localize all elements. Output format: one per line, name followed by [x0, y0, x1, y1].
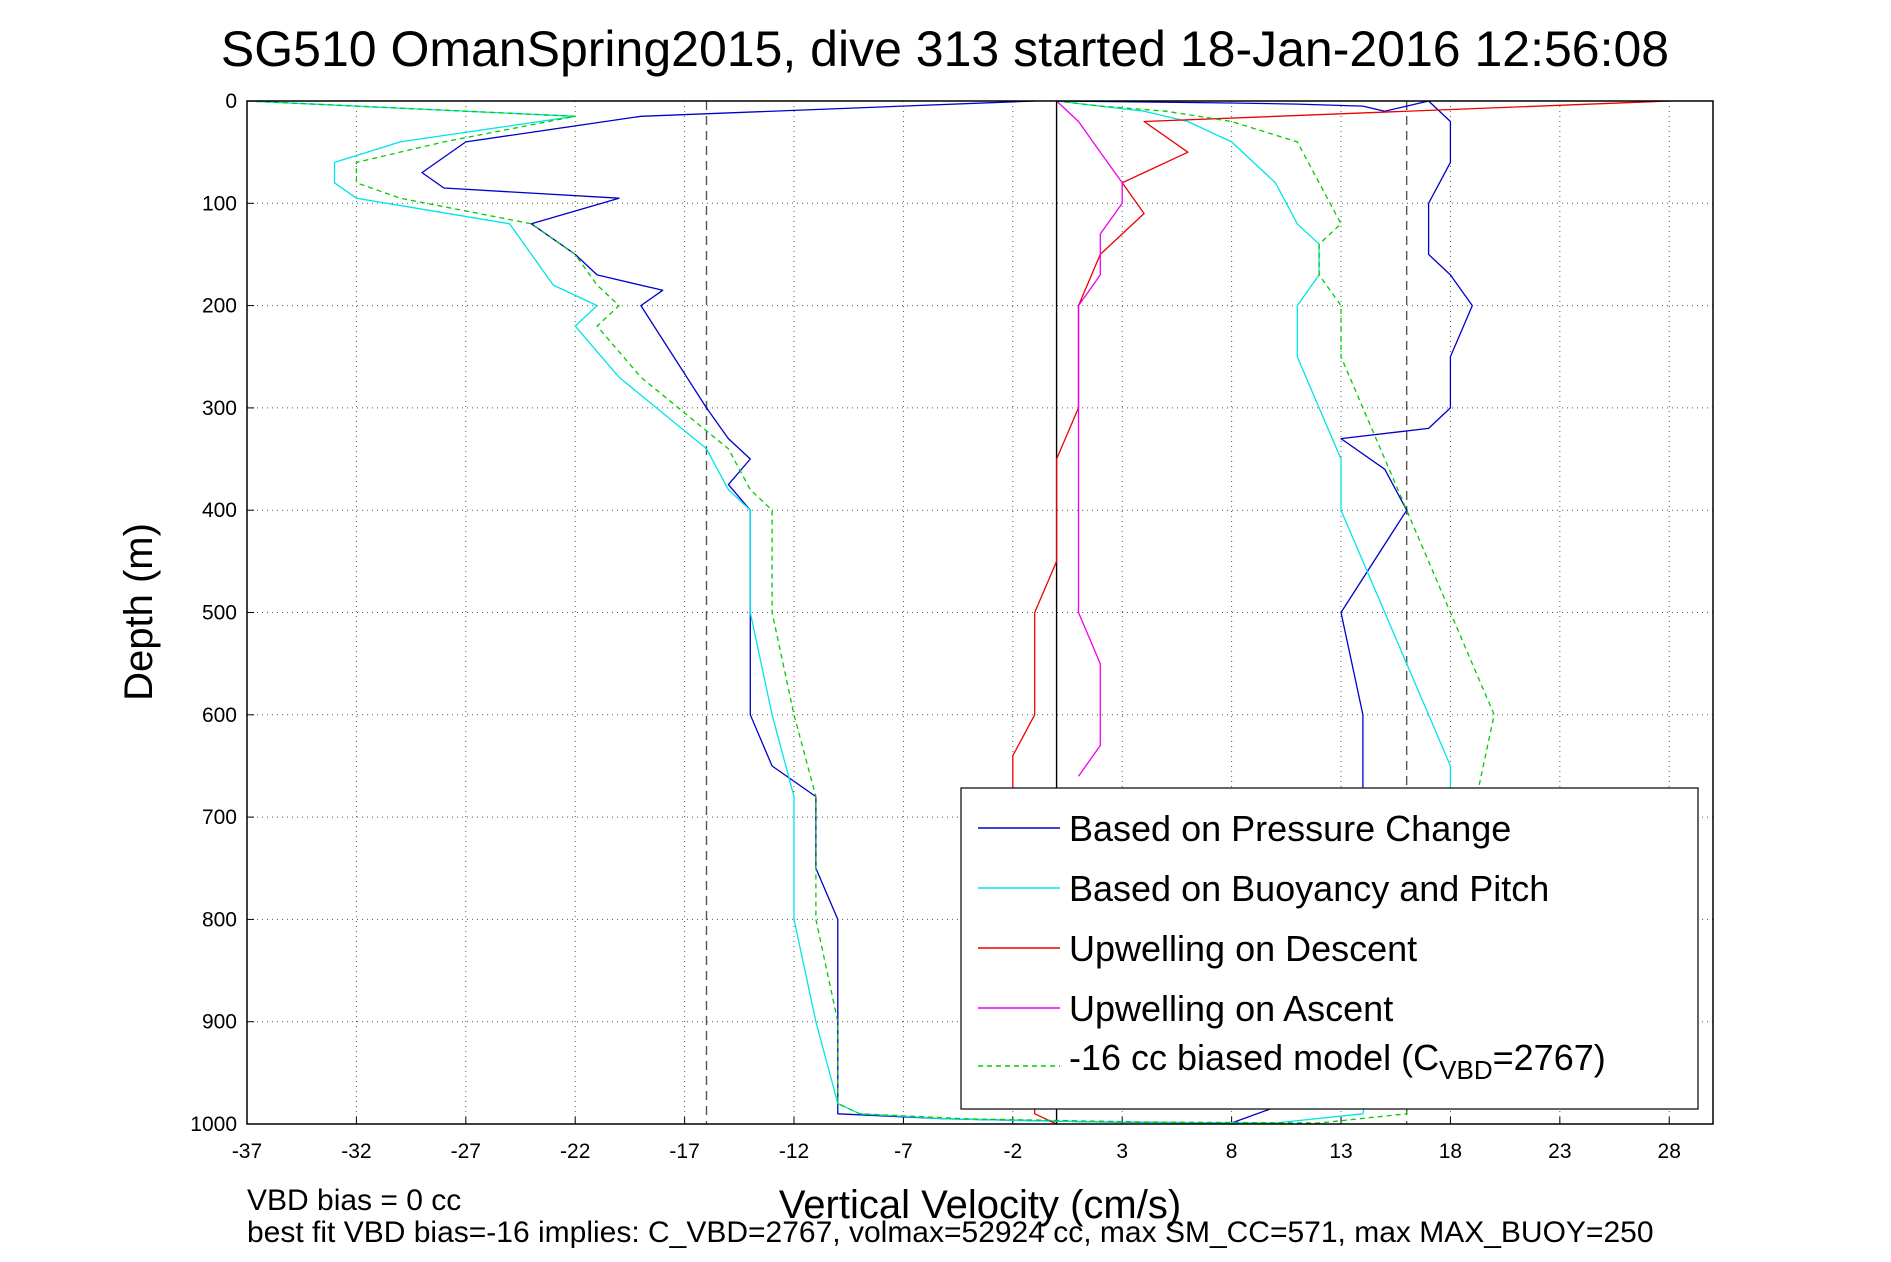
- x-axis-ticks: -37 -32 -27 -22 -17 -12 -7 -2 3 8 13 18 23 28: [232, 1117, 1681, 1163]
- x-tick-label: -7: [894, 1140, 913, 1163]
- x-tick-label: 28: [1658, 1140, 1681, 1163]
- x-tick-label: -27: [451, 1140, 481, 1163]
- y-axis-label: Depth (m): [117, 523, 161, 701]
- footer-line-2: best fit VBD bias=-16 implies: C_VBD=276…: [247, 1216, 1654, 1249]
- x-tick-label: 23: [1548, 1140, 1571, 1163]
- plot-frame: [246, 100, 1714, 1125]
- legend-label-model: -16 cc biased model (CVBD=2767): [1069, 1037, 1606, 1085]
- y-axis-ticks: 0 100 200 300 400 500 600 700 800 900 1000: [190, 90, 254, 1136]
- x-tick-label: -2: [1003, 1140, 1022, 1163]
- legend-label-descent: Upwelling on Descent: [1069, 928, 1417, 969]
- series-line-4: [246, 100, 1495, 1124]
- y-tick-label: 600: [202, 704, 237, 727]
- grid: [247, 101, 1713, 1124]
- legend-label-model-main: -16 cc biased model (C: [1069, 1037, 1439, 1078]
- x-axis-label: Vertical Velocity (cm/s): [779, 1183, 1181, 1227]
- y-tick-label: 100: [202, 192, 237, 215]
- x-tick-label: 3: [1116, 1140, 1128, 1163]
- y-tick-label: 300: [202, 397, 237, 420]
- legend-label-model-subscript: VBD: [1439, 1055, 1492, 1085]
- x-tick-label: -22: [560, 1140, 590, 1163]
- x-tick-label: -12: [779, 1140, 809, 1163]
- y-tick-label: 0: [225, 90, 237, 113]
- x-tick-label: 13: [1329, 1140, 1352, 1163]
- series-line-3: [1056, 100, 1123, 777]
- legend: Based on Pressure Change Based on Buoyan…: [960, 787, 1699, 1110]
- y-tick-label: 900: [202, 1011, 237, 1034]
- chart-title: SG510 OmanSpring2015, dive 313 started 1…: [221, 21, 1669, 77]
- legend-label-buoyancy: Based on Buoyancy and Pitch: [1069, 868, 1549, 909]
- y-tick-label: 500: [202, 602, 237, 625]
- y-tick-label: 700: [202, 806, 237, 829]
- y-tick-label: 800: [202, 908, 237, 931]
- x-tick-label: -32: [341, 1140, 371, 1163]
- y-tick-label: 400: [202, 499, 237, 522]
- footer-line-1: VBD bias = 0 cc: [247, 1184, 461, 1217]
- x-tick-label: -37: [232, 1140, 262, 1163]
- x-tick-label: 18: [1439, 1140, 1462, 1163]
- legend-box: [960, 787, 1699, 1110]
- legend-label-model-suffix: =2767): [1493, 1037, 1606, 1078]
- y-tick-label: 1000: [190, 1113, 237, 1136]
- x-tick-label: 8: [1226, 1140, 1238, 1163]
- legend-label-ascent: Upwelling on Ascent: [1069, 988, 1393, 1029]
- x-tick-label: -17: [669, 1140, 699, 1163]
- legend-label-pressure: Based on Pressure Change: [1069, 808, 1511, 849]
- y-tick-label: 200: [202, 295, 237, 318]
